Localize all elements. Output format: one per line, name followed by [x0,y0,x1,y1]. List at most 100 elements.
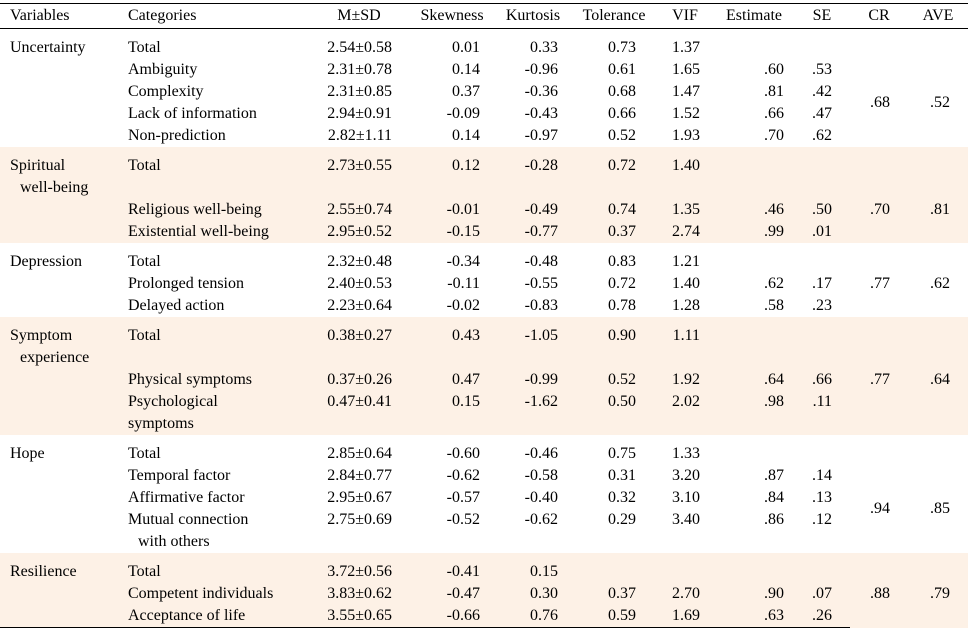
cell-estimate [714,243,794,273]
cell-variable [0,465,118,487]
cell-cr-empty [850,553,908,583]
cell-skewness: -0.60 [410,435,494,465]
cell-variable [0,295,118,317]
category-line: Existential well-being [128,223,269,240]
cell-category: Physical symptoms [118,369,308,391]
cell-cr-empty [850,147,908,199]
cell-category: Prolonged tension [118,273,308,295]
cell-msd: 2.23±0.64 [308,295,410,317]
category-line: Lack of information [128,105,257,122]
table-row: Affirmative factor 2.95±0.67 -0.57 -0.40 0.3… [0,487,968,509]
cell-msd: 2.40±0.53 [308,273,410,295]
category-line: Competent individuals [128,585,274,602]
cell-vif: 2.70 [656,583,714,605]
cell-tolerance: 0.29 [572,509,656,553]
cell-tolerance: 0.31 [572,465,656,487]
cell-se: .23 [794,295,850,317]
cell-ave-empty [908,317,968,369]
table-row: Uncertainty Total 2.54±0.58 0.01 0.33 0.73 1.3… [0,28,968,59]
cell-cr: .94 [850,465,908,553]
cell-category: Existential well-being [118,221,308,243]
category-line: Temporal factor [128,467,231,484]
cell-vif [656,553,714,583]
cell-estimate: .98 [714,391,794,435]
cell-skewness: -0.11 [410,273,494,295]
cell-vif: 1.65 [656,59,714,81]
cell-estimate: .84 [714,487,794,509]
table-row: Depression Total 2.32±0.48 -0.34 -0.48 0.83 1.… [0,243,968,273]
cell-skewness: -0.34 [410,243,494,273]
table-row: Existential well-being 2.95±0.52 -0.15 -0.7… [0,221,968,243]
cell-msd: 3.72±0.56 [308,553,410,583]
cell-skewness: -0.47 [410,583,494,605]
cell-skewness: -0.57 [410,487,494,509]
table-row: Delayed action 2.23±0.64 -0.02 -0.83 0.78 1.2… [0,295,968,317]
cell-tolerance: 0.61 [572,59,656,81]
cell-variable: Hope [0,435,118,465]
category-line: Total [128,157,161,174]
cell-estimate: .70 [714,125,794,147]
cell-skewness: 0.14 [410,59,494,81]
cell-skewness: 0.01 [410,28,494,59]
cell-skewness: 0.15 [410,391,494,435]
variable-name-line: Uncertainty [10,39,86,56]
cell-category: Psychological symptoms [118,391,308,435]
cell-msd: 2.82±1.11 [308,125,410,147]
cell-cr-empty [850,28,908,59]
table-row: Non-prediction 2.82±1.11 0.14 -0.97 0.52 1.93… [0,125,968,147]
cell-ave-empty [908,243,968,273]
cell-category: Total [118,435,308,465]
document-page: Variables Categories M±SD Skewness Kurto… [0,3,968,628]
cell-vif: 1.40 [656,273,714,295]
cell-ave-empty [908,553,968,583]
cell-kurtosis: -0.40 [494,487,572,509]
category-line: Total [128,327,161,344]
cell-variable [0,125,118,147]
cell-category: Competent individuals [118,583,308,605]
cell-vif: 1.47 [656,81,714,103]
cell-category: Non-prediction [118,125,308,147]
cell-variable [0,221,118,243]
cell-category: Total [118,243,308,273]
cell-kurtosis: -0.46 [494,435,572,465]
cell-msd: 2.95±0.52 [308,221,410,243]
cell-msd: 2.73±0.55 [308,147,410,199]
cell-variable [0,391,118,435]
cell-tolerance: 0.52 [572,369,656,391]
cell-tolerance: 0.75 [572,435,656,465]
cell-category: Temporal factor [118,465,308,487]
cell-kurtosis: -1.05 [494,317,572,369]
cell-estimate: .90 [714,583,794,605]
cell-vif: 3.40 [656,509,714,553]
cell-cr: .68 [850,59,908,147]
cell-skewness: -0.52 [410,509,494,553]
cell-kurtosis: 0.30 [494,583,572,605]
category-line: symptoms [128,415,194,432]
table-row: Ambiguity 2.31±0.78 0.14 -0.96 0.61 1.65.60.5… [0,59,968,147]
cell-vif: 2.74 [656,221,714,243]
cell-msd: 2.54±0.58 [308,28,410,59]
cell-category: Total [118,317,308,369]
cell-cr: .77 [850,369,908,435]
variable-name-line: Symptom [10,327,73,344]
cell-msd: 2.95±0.67 [308,487,410,509]
cell-se [794,147,850,199]
variable-name-line: Hope [10,445,45,462]
table-row: Complexity 2.31±0.85 0.37 -0.36 0.68 1.47.81.… [0,81,968,103]
category-line: Acceptance of life [128,607,246,624]
cell-vif: 1.11 [656,317,714,369]
header-se: SE [794,3,850,29]
cell-cr: .77 [850,273,908,317]
cell-tolerance: 0.72 [572,147,656,199]
cell-skewness: -0.02 [410,295,494,317]
cell-skewness: -0.41 [410,553,494,583]
cell-kurtosis: -0.62 [494,509,572,553]
cell-kurtosis: -0.97 [494,125,572,147]
cell-skewness: -0.62 [410,465,494,487]
cell-vif: 1.37 [656,28,714,59]
cell-tolerance: 0.37 [572,221,656,243]
cell-vif: 3.10 [656,487,714,509]
cell-se: .50 [794,199,850,221]
cell-se [794,28,850,59]
cell-kurtosis: -0.28 [494,147,572,199]
